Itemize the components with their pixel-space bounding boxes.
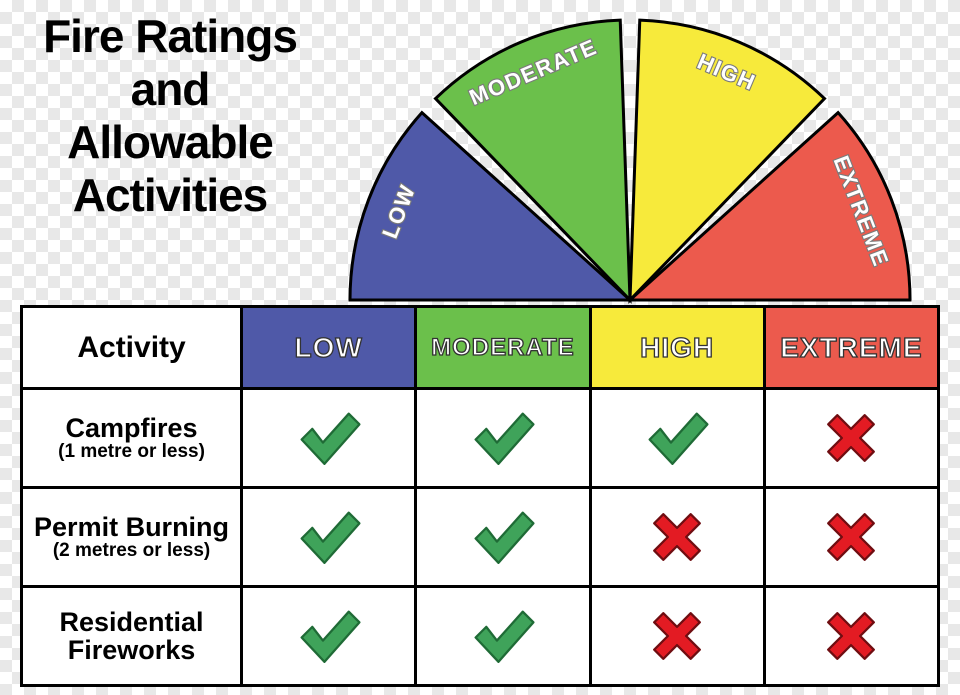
title-line: Activities xyxy=(0,169,340,222)
not-allowed-mark xyxy=(764,587,938,686)
page-title: Fire Ratings and Allowable Activities xyxy=(0,10,340,222)
not-allowed-mark xyxy=(590,488,764,587)
allowed-mark xyxy=(416,587,590,686)
allowed-mark xyxy=(416,488,590,587)
not-allowed-mark xyxy=(764,389,938,488)
activity-name: Residential Fireworks xyxy=(29,608,234,665)
allowed-mark xyxy=(590,389,764,488)
activity-sub: (2 metres or less) xyxy=(29,541,234,561)
cross-icon xyxy=(639,598,715,674)
activity-name: Campfires xyxy=(29,414,234,442)
title-line: Allowable xyxy=(0,116,340,169)
rating-header-high: HIGH xyxy=(590,307,764,389)
allowed-mark xyxy=(242,389,416,488)
cross-icon xyxy=(813,598,889,674)
activity-row-label: Residential Fireworks xyxy=(22,587,242,686)
not-allowed-mark xyxy=(590,587,764,686)
allowed-mark xyxy=(242,488,416,587)
check-icon xyxy=(639,400,715,476)
activity-row-label: Campfires(1 metre or less) xyxy=(22,389,242,488)
rating-header-moderate: MODERATE xyxy=(416,307,590,389)
activities-table: ActivityLOWMODERATEHIGHEXTREMECampfires(… xyxy=(20,305,940,685)
allowed-mark xyxy=(242,587,416,686)
allowed-mark xyxy=(416,389,590,488)
fire-rating-gauge: LOWMODERATEHIGHEXTREME xyxy=(340,4,920,304)
activity-sub: (1 metre or less) xyxy=(29,442,234,462)
activity-header: Activity xyxy=(22,307,242,389)
not-allowed-mark xyxy=(764,488,938,587)
rating-header-extreme: EXTREME xyxy=(764,307,938,389)
cross-icon xyxy=(639,499,715,575)
cross-icon xyxy=(813,499,889,575)
check-icon xyxy=(291,598,367,674)
rating-header-low: LOW xyxy=(242,307,416,389)
check-icon xyxy=(465,499,541,575)
check-icon xyxy=(465,598,541,674)
activity-name: Permit Burning xyxy=(29,513,234,541)
activity-row-label: Permit Burning(2 metres or less) xyxy=(22,488,242,587)
check-icon xyxy=(291,400,367,476)
check-icon xyxy=(291,499,367,575)
title-line: Fire Ratings xyxy=(0,10,340,63)
cross-icon xyxy=(813,400,889,476)
title-line: and xyxy=(0,63,340,116)
check-icon xyxy=(465,400,541,476)
